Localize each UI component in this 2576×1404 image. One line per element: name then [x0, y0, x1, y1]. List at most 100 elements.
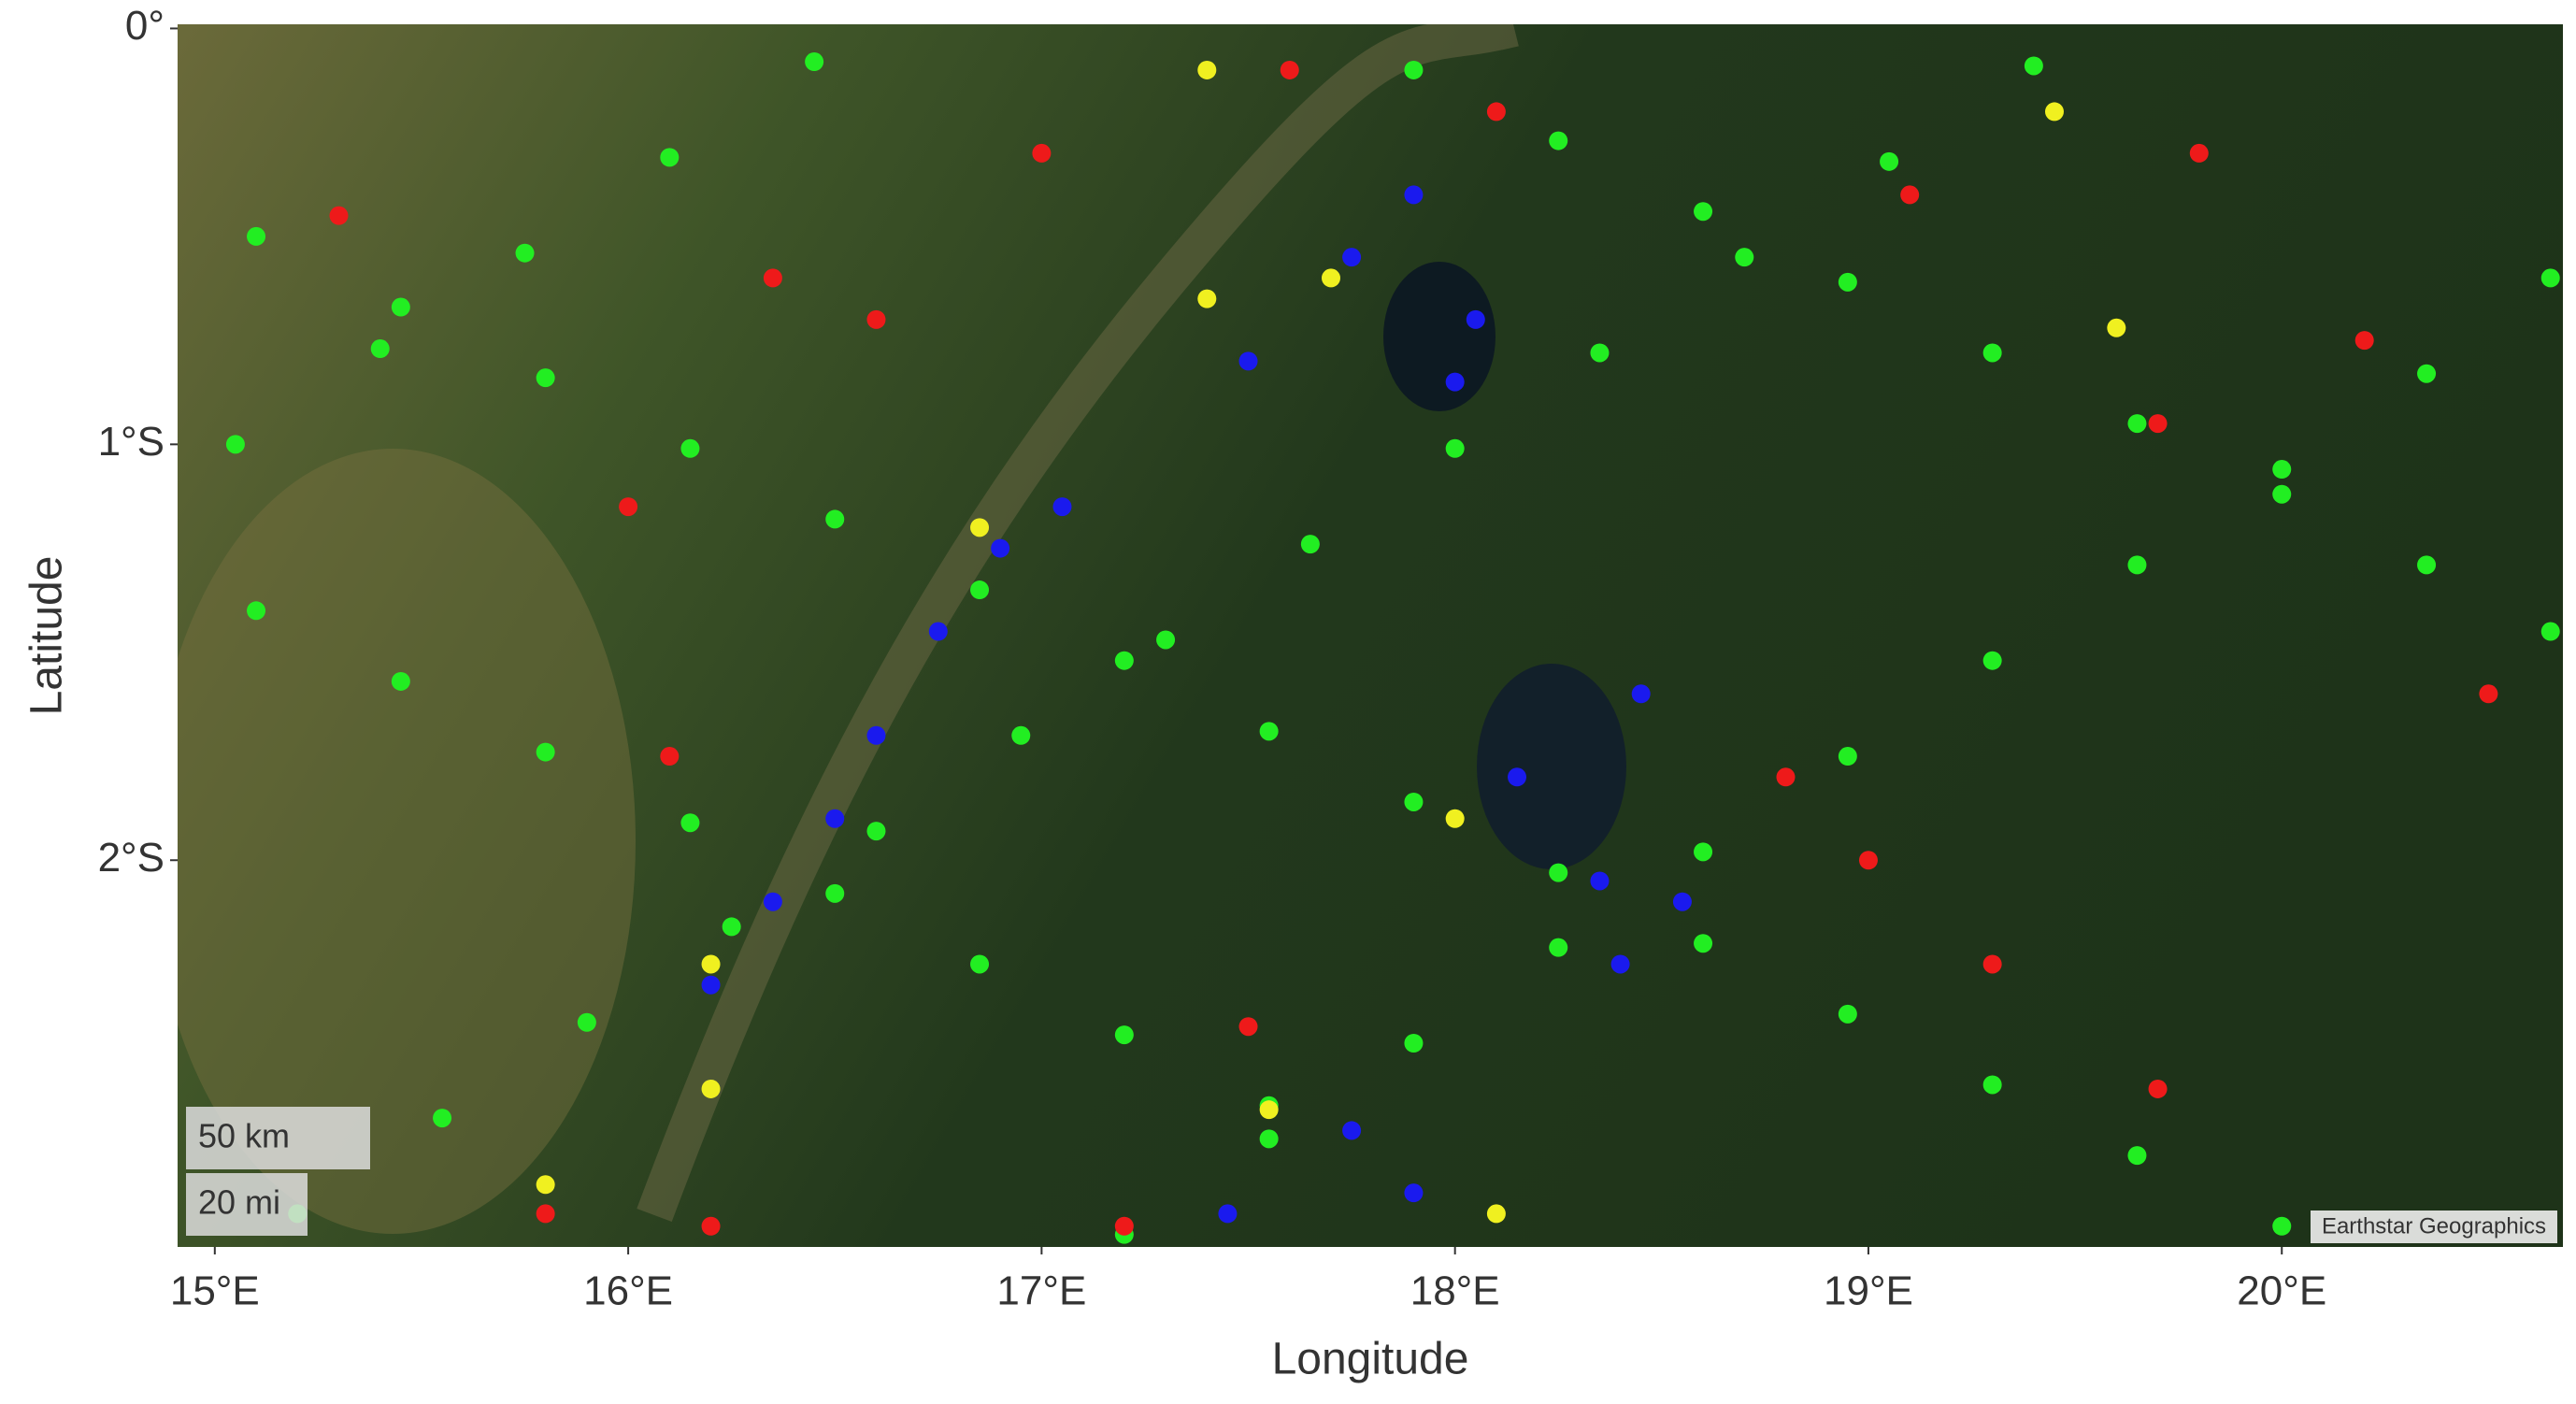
satellite-basemap	[178, 24, 2563, 1247]
track-point	[1549, 863, 1568, 882]
track-point	[1694, 934, 1713, 953]
track-point	[1694, 842, 1713, 862]
track-point	[1466, 309, 1485, 329]
track-point	[2354, 331, 2374, 351]
track-point	[1404, 1183, 1424, 1203]
y-axis-label: Latitude	[22, 556, 72, 716]
y-tick-label: 2°S	[98, 835, 165, 881]
track-point	[660, 148, 680, 167]
track-point	[2272, 460, 2292, 480]
track-point	[2127, 1146, 2147, 1166]
basemap-features	[178, 24, 1626, 1234]
track-point	[1404, 1034, 1424, 1053]
track-point	[1404, 60, 1424, 79]
track-point	[2417, 364, 2437, 383]
track-point	[391, 671, 410, 691]
track-point	[2540, 268, 2560, 288]
lake	[1383, 262, 1496, 411]
y-tick-label: 1°S	[98, 419, 165, 465]
track-point	[1197, 60, 1217, 79]
track-point	[1300, 535, 1320, 554]
track-point	[970, 580, 990, 600]
track-point	[515, 243, 535, 263]
track-point	[701, 975, 721, 995]
track-point	[536, 368, 555, 388]
track-point	[1321, 268, 1340, 288]
track-point	[329, 206, 349, 225]
track-point	[1114, 1025, 1134, 1045]
x-tick-label: 15°E	[170, 1268, 260, 1314]
track-point	[680, 813, 700, 833]
track-point	[1280, 60, 1299, 79]
track-point	[1880, 151, 1899, 171]
track-point	[1259, 1100, 1279, 1120]
x-tick-label: 16°E	[583, 1268, 673, 1314]
track-point	[1342, 248, 1362, 267]
track-point	[1259, 722, 1279, 741]
track-point	[1838, 1004, 1857, 1024]
track-point	[370, 339, 390, 359]
track-point	[1156, 630, 1176, 650]
track-point	[2189, 143, 2209, 163]
track-point	[1982, 1075, 2002, 1095]
track-point	[2272, 484, 2292, 504]
track-point	[1032, 143, 1052, 163]
track-point	[536, 742, 555, 762]
x-tick-label: 17°E	[996, 1268, 1086, 1314]
track-point	[1982, 343, 2002, 363]
track-point	[2127, 414, 2147, 434]
track-point	[1445, 372, 1465, 392]
x-axis-label: Longitude	[1272, 1335, 1469, 1384]
lake	[1477, 664, 1626, 869]
track-point	[2272, 1216, 2292, 1236]
track-point	[866, 822, 886, 841]
scale-box	[186, 1107, 370, 1169]
track-point	[1590, 343, 1610, 363]
track-point	[247, 601, 266, 621]
track-point	[1486, 102, 1506, 122]
track-point	[1114, 651, 1134, 670]
track-point	[1508, 767, 1527, 787]
track-point	[2044, 102, 2064, 122]
attribution: Earthstar Geographics	[2322, 1213, 2546, 1239]
track-point	[1858, 851, 1878, 870]
savanna	[178, 449, 636, 1234]
track-point	[1114, 1216, 1134, 1236]
x-tick-label: 19°E	[1824, 1268, 1913, 1314]
track-point	[866, 725, 886, 745]
track-point	[536, 1175, 555, 1195]
track-point	[2127, 555, 2147, 575]
river	[637, 24, 1519, 1223]
track-point	[1735, 248, 1754, 267]
track-point	[1694, 202, 1713, 222]
track-point	[2148, 414, 2168, 434]
track-point	[763, 268, 782, 288]
track-point	[1982, 954, 2002, 974]
track-point	[970, 518, 990, 537]
track-point	[701, 1079, 721, 1098]
track-point	[1197, 289, 1217, 308]
scale-box	[186, 1173, 308, 1236]
track-point	[1900, 185, 1920, 205]
track-point	[825, 809, 845, 828]
x-tick-label: 20°E	[2237, 1268, 2326, 1314]
track-point	[2417, 555, 2437, 575]
track-point	[1486, 1204, 1506, 1224]
track-point	[619, 497, 638, 517]
attribution-box	[2311, 1211, 2557, 1243]
track-point	[1672, 892, 1692, 911]
track-point	[991, 538, 1010, 558]
track-point	[1011, 725, 1031, 745]
track-point	[247, 226, 266, 246]
y-tick-label: 0°	[125, 3, 165, 49]
track-point	[536, 1204, 555, 1224]
track-point	[701, 1216, 721, 1236]
track-point	[1982, 651, 2002, 670]
track-point	[1238, 1017, 1258, 1037]
points	[225, 52, 2560, 1244]
track-point	[763, 892, 782, 911]
track-point	[1445, 438, 1465, 458]
track-point	[1838, 272, 1857, 292]
track-point	[660, 747, 680, 766]
